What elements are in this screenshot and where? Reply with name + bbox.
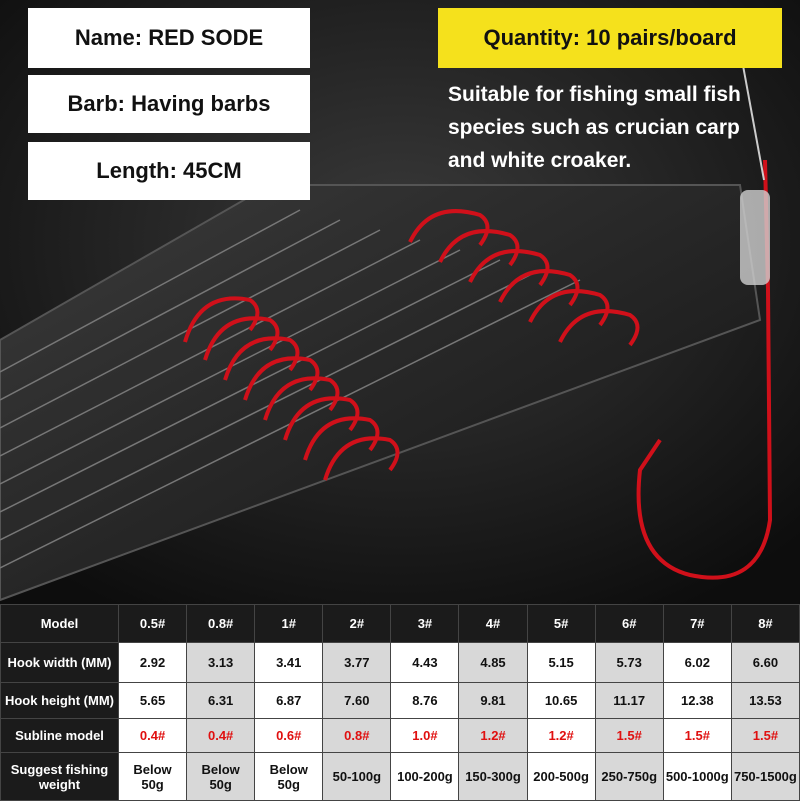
name-label: Name: RED SODE (28, 8, 310, 68)
table-cell: 1.2# (458, 718, 528, 753)
table-row: Suggest fishing weight Below 50g Below 50g… (0, 752, 800, 801)
table-cell: 8.76 (390, 682, 460, 719)
table-cell: 12.38 (662, 682, 732, 719)
table-cell: 5# (526, 604, 596, 643)
table-cell: 0.5# (117, 604, 188, 643)
table-cell: 9.81 (458, 682, 528, 719)
table-cell: 3# (390, 604, 460, 643)
table-cell: 4.43 (390, 642, 460, 683)
table-cell: 200-500g (526, 752, 596, 801)
table-cell: 750-1500g (730, 752, 800, 801)
table-cell: 2# (322, 604, 392, 643)
table-cell: 8# (730, 604, 800, 643)
table-cell: Hook width (MM) (0, 642, 119, 683)
table-cell: 3.41 (254, 642, 324, 683)
barb-label: Barb: Having barbs (28, 75, 310, 133)
table-cell: 6.31 (186, 682, 256, 719)
description: Suitable for fishing small fish species … (448, 83, 741, 172)
table-cell: 250-750g (594, 752, 664, 801)
table-cell: 6# (594, 604, 664, 643)
table-cell: Below 50g (254, 752, 324, 801)
table-cell: 50-100g (322, 752, 392, 801)
spec-table: Model 0.5# 0.8# 1# 2# 3# 4# 5# 6# 7# 8# Hook width … (0, 604, 800, 801)
table-cell: 150-300g (458, 752, 528, 801)
table-row: Hook width (MM) 2.92 3.13 3.41 3.77 4.43 4.85 5… (0, 642, 800, 683)
table-cell: 500-1000g (662, 752, 732, 801)
table-cell: 5.65 (117, 682, 188, 719)
table-cell: 6.60 (730, 642, 800, 683)
table-cell: 7# (662, 604, 732, 643)
table-cell: 0.8# (322, 718, 392, 753)
table-cell: 11.17 (594, 682, 664, 719)
table-row: Subline model 0.4# 0.4# 0.6# 0.8# 1.0# 1.2# 1.2… (0, 718, 800, 753)
table-cell: 0.6# (254, 718, 324, 753)
table-cell: 3.77 (322, 642, 392, 683)
length-label: Length: 45CM (28, 142, 310, 200)
table-cell: 0.4# (117, 718, 188, 753)
table-cell: 4# (458, 604, 528, 643)
table-cell: 1.5# (594, 718, 664, 753)
table-cell: 1.5# (662, 718, 732, 753)
table-cell: 13.53 (730, 682, 800, 719)
table-cell: 100-200g (390, 752, 460, 801)
product-illustration (0, 0, 800, 604)
table-cell: 6.87 (254, 682, 324, 719)
table-cell: 1.2# (526, 718, 596, 753)
quantity-label: Quantity: 10 pairs/board (438, 8, 782, 68)
table-row: Hook height (MM) 5.65 6.31 6.87 7.60 8.76 9.81… (0, 682, 800, 719)
table-cell: Below 50g (186, 752, 256, 801)
table-cell: 2.92 (117, 642, 188, 683)
table-cell: 10.65 (526, 682, 596, 719)
table-cell: 1# (254, 604, 324, 643)
table-cell: 7.60 (322, 682, 392, 719)
table-cell: Suggest fishing weight (0, 752, 119, 801)
table-cell: Below 50g (117, 752, 188, 801)
table-cell: 0.4# (186, 718, 256, 753)
table-cell: 5.15 (526, 642, 596, 683)
table-row: Model 0.5# 0.8# 1# 2# 3# 4# 5# 6# 7# 8# (0, 604, 800, 643)
table-cell: Hook height (MM) (0, 682, 119, 719)
table-cell: Subline model (0, 718, 119, 753)
table-cell: 3.13 (186, 642, 256, 683)
table-cell: 0.8# (186, 604, 256, 643)
table-cell: 1.0# (390, 718, 460, 753)
table-cell: 5.73 (594, 642, 664, 683)
table-cell: 6.02 (662, 642, 732, 683)
table-cell: Model (0, 604, 119, 643)
table-cell: 1.5# (730, 718, 800, 753)
table-cell: 4.85 (458, 642, 528, 683)
